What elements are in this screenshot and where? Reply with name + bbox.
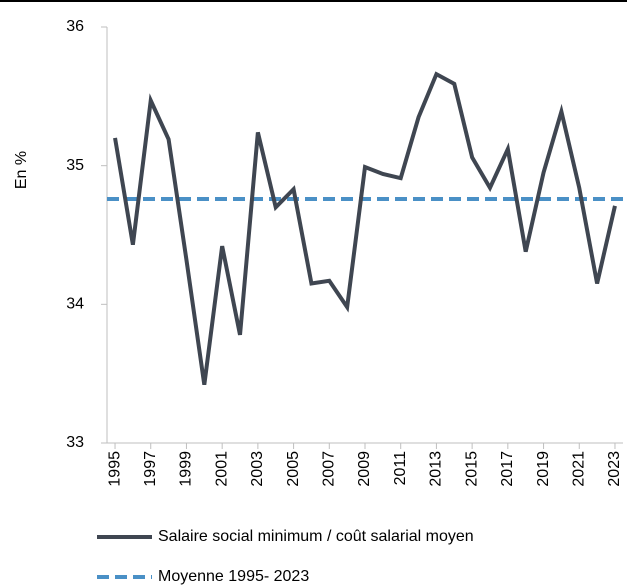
x-tick-label: 2001 <box>213 451 230 487</box>
y-tick-label: 35 <box>66 157 84 174</box>
x-tick-label: 1999 <box>178 451 195 487</box>
y-axis-label: En % <box>13 151 30 189</box>
y-tick-label: 36 <box>66 18 84 35</box>
x-tick-label: 2023 <box>606 451 623 487</box>
x-tick-label: 2015 <box>463 451 480 487</box>
x-tick-label: 1995 <box>106 451 123 487</box>
y-tick-label: 34 <box>66 296 84 313</box>
x-tick-label: 1997 <box>142 451 159 487</box>
x-tick-label: 2021 <box>570 451 587 487</box>
x-tick-label: 2011 <box>392 451 409 486</box>
x-tick-label: 2017 <box>499 451 516 487</box>
x-tick-label: 2003 <box>249 451 266 487</box>
y-tick-label: 33 <box>66 434 84 451</box>
data-line <box>113 71 617 386</box>
x-tick-label: 2005 <box>285 451 302 487</box>
legend-label: Moyenne 1995- 2023 <box>158 568 309 585</box>
x-tick-label: 2009 <box>356 451 373 487</box>
x-tick-label: 2007 <box>321 451 338 487</box>
x-tick-label: 2013 <box>428 451 445 487</box>
x-tick-label: 2019 <box>535 451 552 487</box>
legend-label: Salaire social minimum / coût salarial m… <box>158 528 474 545</box>
